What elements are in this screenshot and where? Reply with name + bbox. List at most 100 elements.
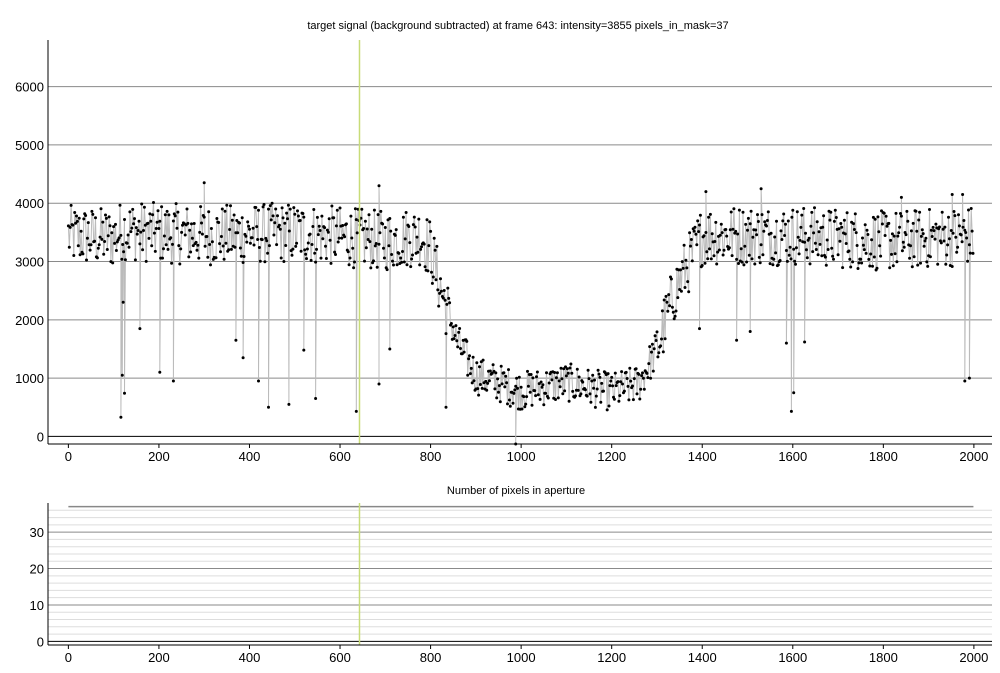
intensity-point [293,212,297,216]
intensity-point [174,202,178,206]
intensity-point [67,245,71,249]
intensity-point [247,224,251,228]
intensity-point [353,260,356,264]
intensity-point [433,248,437,252]
intensity-point [171,379,175,383]
intensity-point [864,251,868,255]
intensity-point [88,248,92,252]
intensity-point [833,208,837,212]
intensity-point [809,224,813,228]
intensity-point [683,286,687,289]
intensity-point [324,257,328,260]
intensity-point [860,261,864,265]
intensity-point [272,233,276,237]
intensity-point [142,229,145,232]
intensity-point [776,263,780,267]
intensity-point [186,221,190,225]
intensity-point [898,225,902,229]
intensity-point [141,248,145,252]
intensity-point [104,213,107,217]
intensity-point [660,309,664,313]
intensity-point [706,257,710,261]
intensity-point [971,251,975,255]
intensity-point [759,187,763,191]
intensity-point [250,236,254,240]
y-tick-label: 3000 [15,255,44,270]
intensity-point [158,219,162,223]
x-tick-label: 600 [329,449,351,464]
intensity-point [202,215,206,219]
intensity-point [880,222,884,226]
intensity-point [689,244,692,248]
intensity-point [311,225,315,228]
intensity-point [453,334,457,337]
intensity-point [391,259,394,263]
intensity-point [944,262,948,266]
intensity-point [688,231,692,235]
intensity-point [430,270,433,274]
intensity-point [125,241,129,245]
intensity-point [941,227,945,231]
intensity-point [95,256,99,260]
intensity-point [915,229,919,233]
y-tick-label: 20 [30,562,44,577]
aperture-gridlines [48,509,992,642]
intensity-point [797,252,801,256]
intensity-point [233,245,237,249]
intensity-point [416,250,420,254]
intensity-point [822,214,826,218]
intensity-point [178,262,182,266]
intensity-point [273,221,277,225]
intensity-point [929,228,933,232]
intensity-point [704,190,708,194]
intensity-point [704,231,708,234]
intensity-point [775,219,778,223]
intensity-point [286,217,289,221]
intensity-point [82,217,86,221]
intensity-point [670,305,674,309]
intensity-point [412,215,416,219]
intensity-point [781,219,785,223]
intensity-point [513,388,517,392]
intensity-point [337,236,341,240]
intensity-point [563,389,567,393]
intensity-point [945,253,949,257]
intensity-point [148,212,152,216]
intensity-point [263,260,267,264]
intensity-point [491,363,495,367]
intensity-point [731,227,735,231]
intensity-point [517,375,521,379]
intensity-point [747,253,751,257]
intensity-point [230,218,234,222]
aperture-axes [47,503,992,646]
intensity-point [102,252,106,256]
intensity-point [567,399,571,403]
intensity-point [581,380,585,384]
intensity-point [256,238,260,241]
intensity-point [952,210,956,213]
intensity-point [264,236,268,240]
intensity-point [640,374,644,378]
intensity-point [366,238,370,241]
intensity-point [194,240,198,244]
intensity-point [507,368,510,372]
intensity-point [258,259,262,263]
intensity-point [959,233,963,237]
intensity-point [502,371,506,375]
intensity-point [662,298,666,302]
intensity-point [965,236,969,240]
intensity-point [400,260,404,264]
intensity-point [792,247,796,251]
intensity-point [436,288,440,292]
intensity-point [933,237,937,241]
intensity-point [914,209,918,213]
y-tick-label: 1000 [15,371,44,386]
intensity-point [362,227,366,230]
intensity-point [717,248,721,252]
intensity-point [852,222,855,226]
intensity-point [550,378,554,382]
intensity-point [84,214,88,217]
intensity-point [906,219,910,223]
intensity-point [285,211,289,215]
